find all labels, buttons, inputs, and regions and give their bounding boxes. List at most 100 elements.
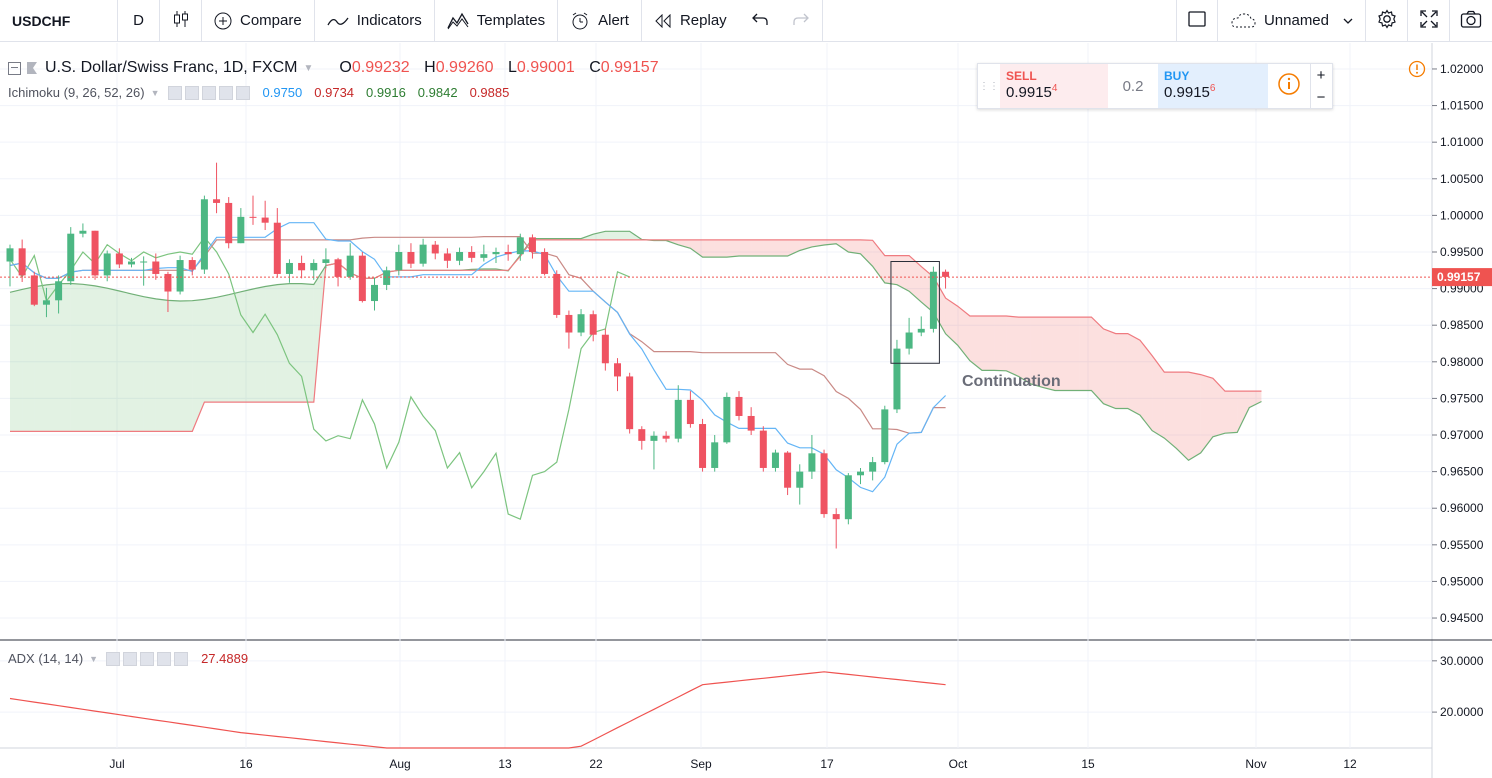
drag-handle[interactable]: ⋮⋮ xyxy=(979,80,999,92)
adx-legend: ADX (14, 14) ▼ 27.4889 xyxy=(8,651,260,666)
kumo-cloud-segment xyxy=(301,283,314,403)
time-axis-label: 22 xyxy=(589,757,603,771)
settings-button[interactable] xyxy=(1366,0,1408,42)
symbol-search-button[interactable]: USDCHF xyxy=(0,0,118,42)
candle-body xyxy=(30,275,38,305)
close-icon[interactable] xyxy=(235,85,250,100)
candle-body xyxy=(261,217,269,223)
kumo-cloud-segment xyxy=(775,239,788,257)
candle-body xyxy=(881,409,889,463)
candle-body xyxy=(796,471,804,488)
alert-button[interactable]: Alert xyxy=(558,0,642,42)
buy-price-pip: 6 xyxy=(1209,83,1216,94)
plus-icon[interactable] xyxy=(218,85,233,100)
chevron-down-icon[interactable]: ▼ xyxy=(303,62,314,74)
replay-button[interactable]: Replay xyxy=(642,0,739,42)
compare-button[interactable]: Compare xyxy=(202,0,315,42)
close-key: C xyxy=(589,59,601,76)
fullscreen-button[interactable] xyxy=(1408,0,1450,42)
kumo-cloud-segment xyxy=(617,231,630,240)
price-axis-label: 0.97000 xyxy=(1440,428,1484,442)
close-icon[interactable] xyxy=(174,651,189,666)
candle-body xyxy=(42,300,50,305)
layout-button[interactable] xyxy=(1175,0,1218,42)
warning-icon[interactable] xyxy=(1408,60,1426,83)
chikou-span-line xyxy=(9,236,630,521)
low-key: L xyxy=(508,59,517,76)
candle-body xyxy=(516,237,524,255)
candle-body xyxy=(917,328,925,333)
indicators-button[interactable]: Indicators xyxy=(315,0,435,42)
kumo-cloud-segment xyxy=(1225,391,1238,434)
kumo-cloud-segment xyxy=(1188,372,1201,461)
symbol-title: U.S. Dollar/Swiss Franc, 1D, FXCM xyxy=(45,59,298,76)
kumo-cloud-segment xyxy=(593,231,606,240)
time-axis-label: 13 xyxy=(498,757,512,771)
info-button[interactable] xyxy=(1268,64,1310,108)
kumo-cloud-segment xyxy=(702,239,715,258)
source-icon[interactable] xyxy=(140,651,155,666)
kumo-cloud-segment xyxy=(836,239,849,252)
gear-icon[interactable] xyxy=(123,651,138,666)
ohlc-values: O0.99232 H0.99260 L0.99001 C0.99157 xyxy=(339,59,668,77)
gear-icon[interactable] xyxy=(184,85,199,100)
candle-body xyxy=(553,273,561,315)
kumo-cloud-segment xyxy=(1249,391,1262,408)
plus-icon[interactable] xyxy=(157,651,172,666)
save-layout-button[interactable]: Unnamed xyxy=(1218,0,1366,42)
candle-body xyxy=(213,199,221,203)
continuation-annotation[interactable]: Continuation xyxy=(962,373,1061,390)
candle-body xyxy=(784,452,792,488)
continuation-box xyxy=(890,261,940,364)
price-axis-label: 0.96500 xyxy=(1440,465,1484,479)
collapse-legend-icon[interactable] xyxy=(8,61,21,75)
kumo-cloud-segment xyxy=(82,284,96,432)
kumo-cloud-segment xyxy=(155,298,168,432)
chevron-down-icon[interactable]: ▼ xyxy=(89,653,99,664)
eye-icon[interactable] xyxy=(167,85,182,100)
kumo-cloud-segment xyxy=(848,239,861,254)
kumo-cloud-segment xyxy=(180,300,193,432)
kumo-cloud-segment xyxy=(605,231,618,240)
ichimoku-value: 0.9842 xyxy=(417,85,458,100)
kumo-cloud-segment xyxy=(265,284,278,403)
time-axis-label: Nov xyxy=(1245,757,1266,771)
kumo-cloud-segment xyxy=(240,288,253,403)
chart-style-button[interactable] xyxy=(160,0,202,42)
candle-body xyxy=(18,248,26,276)
study-buttons xyxy=(106,651,191,666)
sell-button[interactable]: SELL 0.99154 xyxy=(1000,64,1108,108)
minus-button[interactable]: − xyxy=(1316,88,1326,106)
time-axis-label: Aug xyxy=(389,757,410,771)
candles-icon xyxy=(171,9,191,33)
candle-body xyxy=(638,429,646,441)
templates-button[interactable]: Templates xyxy=(435,0,559,42)
eye-icon[interactable] xyxy=(106,651,121,666)
candle-body xyxy=(188,260,196,270)
candle-body xyxy=(468,251,476,258)
kumo-cloud-segment xyxy=(763,239,776,257)
undo-button[interactable] xyxy=(739,0,781,42)
candle-body xyxy=(55,281,63,301)
redo-button[interactable] xyxy=(781,0,823,42)
snapshot-button[interactable] xyxy=(1450,0,1492,42)
price-axis-label: 1.01000 xyxy=(1440,135,1484,149)
kumo-cloud-segment xyxy=(1164,372,1177,449)
kumo-cloud-segment xyxy=(204,297,217,403)
price-axis-label: 0.94500 xyxy=(1440,611,1484,625)
price-axis-label: 1.00000 xyxy=(1440,208,1484,222)
time-axis-label: 16 xyxy=(239,757,253,771)
adx-line xyxy=(9,671,946,749)
kumo-cloud-segment xyxy=(58,283,71,432)
chevron-down-icon[interactable]: ▼ xyxy=(150,87,160,98)
camera-icon xyxy=(1460,10,1482,32)
candle-body xyxy=(371,284,378,302)
interval-button[interactable]: D xyxy=(118,0,160,42)
candle-body xyxy=(857,471,864,476)
kumo-cloud-segment xyxy=(46,283,59,432)
kumo-cloud-segment xyxy=(678,239,691,249)
source-icon[interactable] xyxy=(201,85,216,100)
buy-button[interactable]: BUY 0.99156 xyxy=(1158,64,1268,108)
plus-button[interactable]: + xyxy=(1316,66,1326,84)
